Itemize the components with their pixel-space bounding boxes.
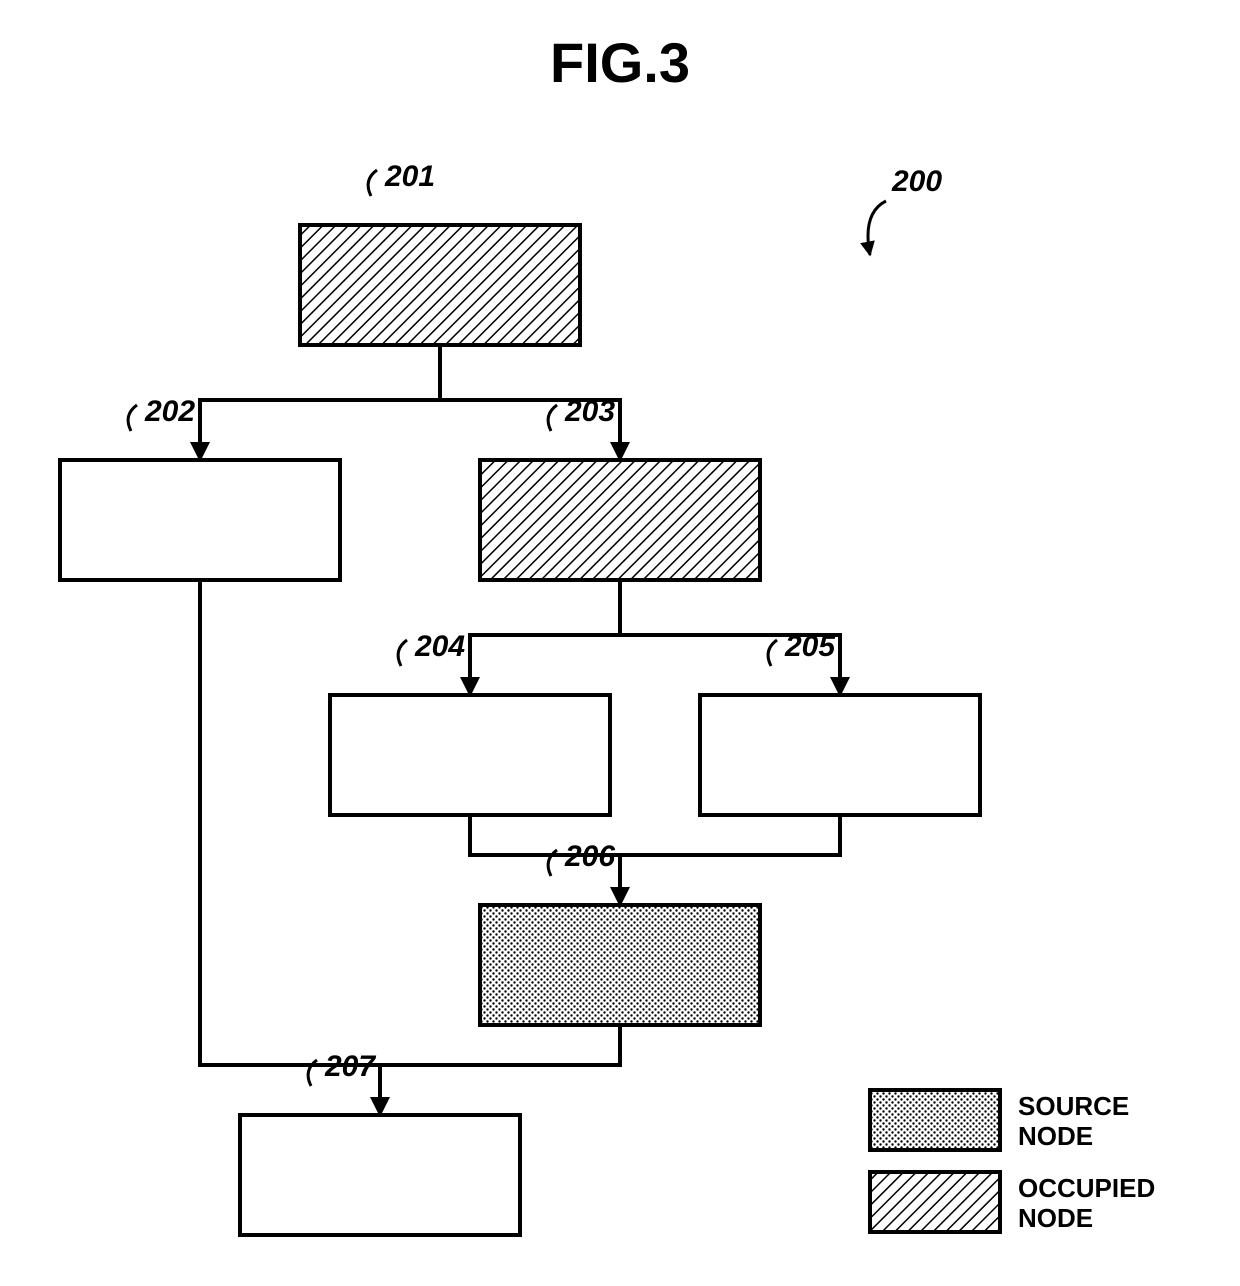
node-207 [240,1115,520,1235]
ref-204: 204 [415,630,465,664]
node-205 [700,695,980,815]
node-201 [300,225,580,345]
ref-200: 200 [892,165,942,199]
ref-205: 205 [785,630,835,664]
node-203 [480,460,760,580]
node-206 [480,905,760,1025]
legend-swatch-1 [870,1172,1000,1232]
legend-swatch-0 [870,1090,1000,1150]
leader-205 [768,640,777,666]
legend-label-1: OCCUPIED NODE [1018,1174,1155,1234]
edge-5 [200,580,380,1115]
legend-label-0: SOURCE NODE [1018,1092,1129,1152]
ref-202: 202 [145,395,195,429]
ref-203: 203 [565,395,615,429]
leader-202 [128,405,137,431]
edge-0 [200,345,440,460]
figure-canvas: FIG.3 200 201 202 203 204 205 206 207 SO… [0,0,1240,1286]
ref-207: 207 [325,1050,375,1084]
edge-4-b [620,815,840,855]
ref-206: 206 [565,840,615,874]
leader-200 [868,201,886,255]
node-202 [60,460,340,580]
leader-203 [548,405,557,431]
figure-title: FIG.3 [0,30,1240,95]
edge-5-b [380,1025,620,1065]
leader-204 [398,640,407,666]
edge-2 [470,580,620,695]
leader-201 [368,170,377,196]
node-204 [330,695,610,815]
ref-201: 201 [385,160,435,194]
